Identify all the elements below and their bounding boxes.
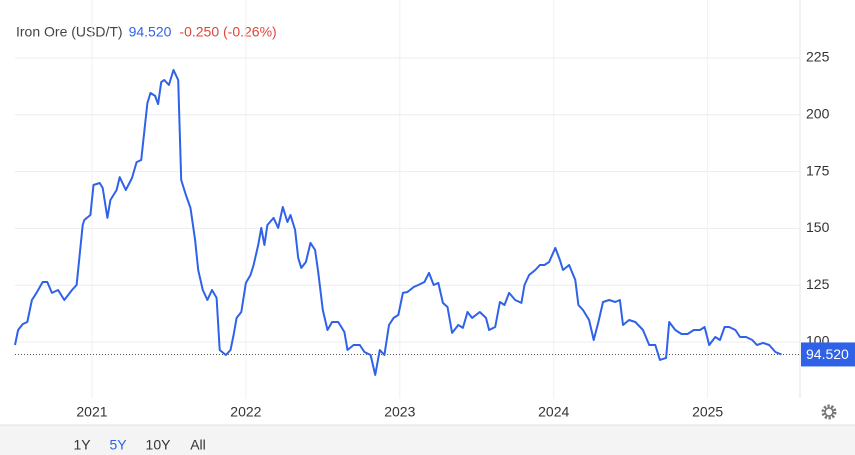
x-tick-label: 2023: [384, 404, 415, 420]
x-tick-label: 2021: [76, 404, 107, 420]
y-tick-label: 125: [806, 276, 830, 292]
price-tag: [801, 342, 855, 367]
y-tick-label: 200: [806, 106, 830, 122]
x-tick-label: 2025: [692, 404, 723, 420]
gear-ring: [824, 407, 834, 417]
price-tag-label: 94.520: [806, 346, 849, 362]
range-button[interactable]: All: [190, 437, 206, 453]
y-tick-label: 175: [806, 162, 830, 178]
range-button[interactable]: 10Y: [146, 437, 172, 453]
last-price: 94.520: [129, 24, 172, 40]
price-series: [14, 69, 782, 376]
x-tick-label: 2022: [230, 404, 261, 420]
chart-title: Iron Ore (USD/T): [16, 24, 123, 40]
x-tick-label: 2024: [538, 404, 569, 420]
range-button[interactable]: 5Y: [109, 437, 127, 453]
settings-icon[interactable]: [821, 404, 837, 420]
price-change: -0.250 (-0.26%): [179, 24, 276, 40]
y-tick-label: 150: [806, 219, 830, 235]
y-tick-label: 225: [806, 49, 830, 65]
range-bar: [0, 425, 855, 455]
range-button[interactable]: 1Y: [73, 437, 91, 453]
gear-teeth: [821, 404, 837, 420]
